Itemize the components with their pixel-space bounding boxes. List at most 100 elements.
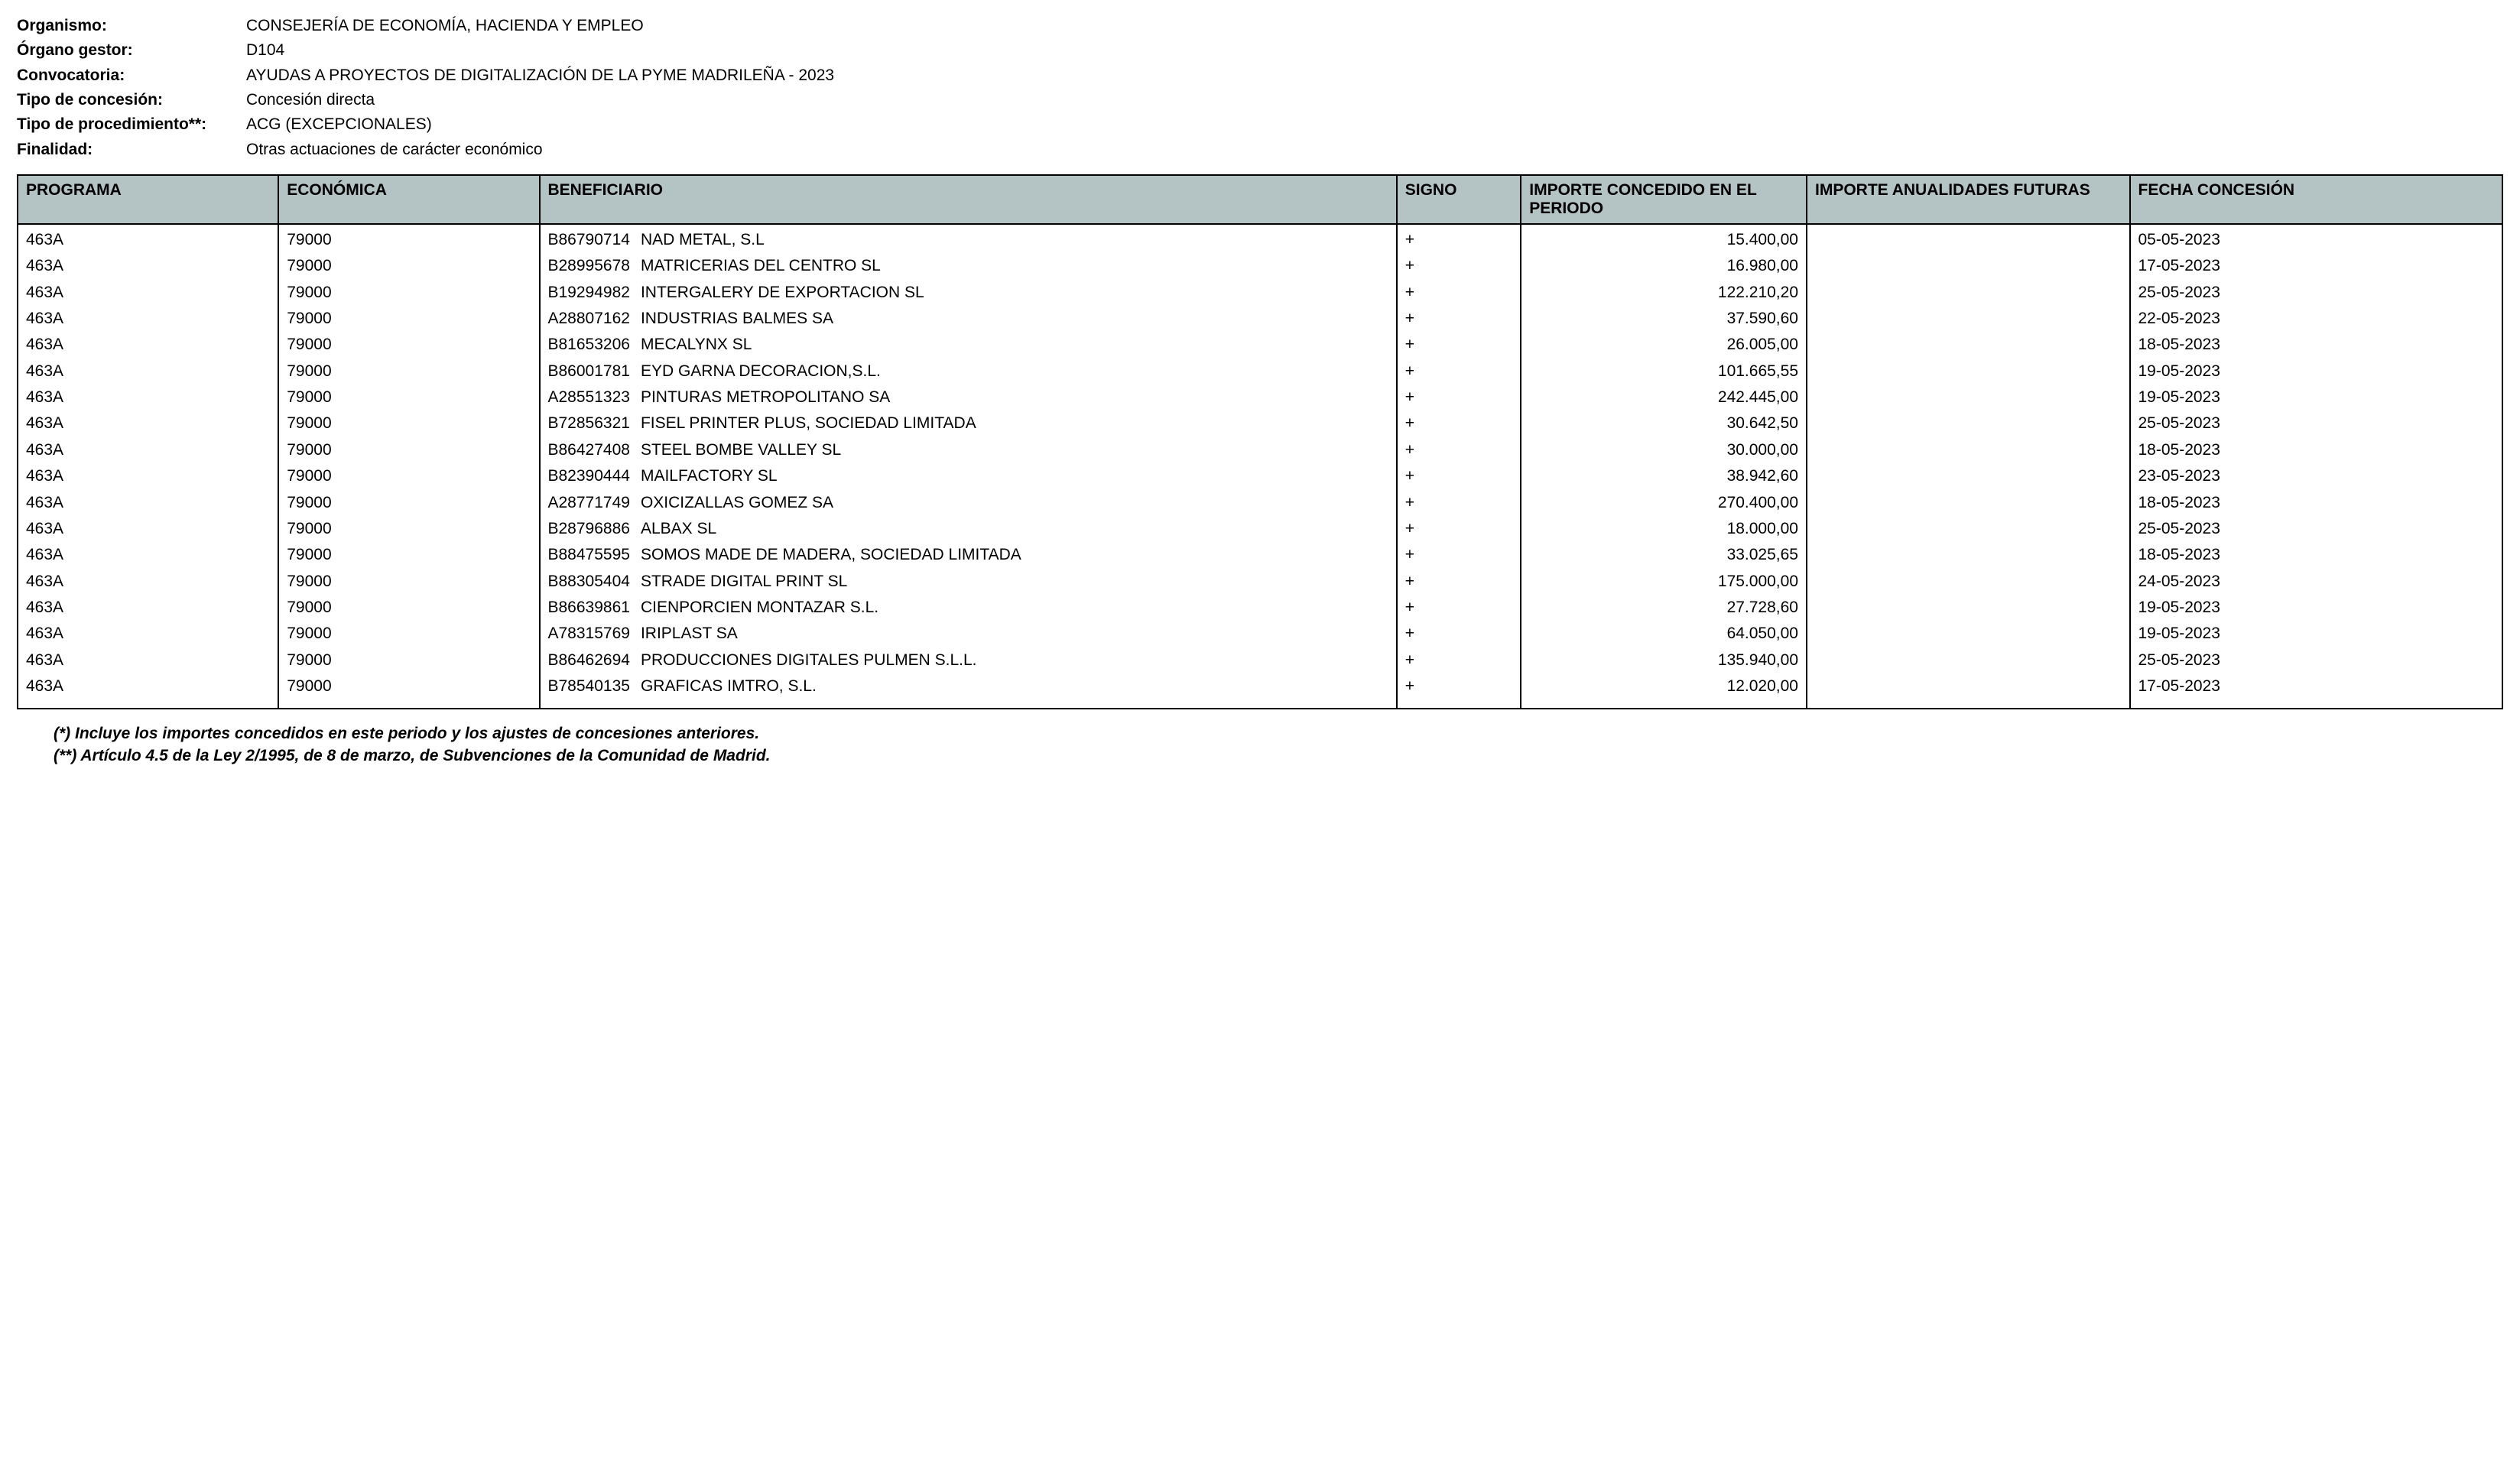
cell-signo: +: [1397, 224, 1521, 253]
cell-beneficiario: B78540135 GRAFICAS IMTRO, S.L.: [540, 673, 1397, 709]
cell-programa: 463A: [18, 569, 278, 595]
cell-economica: 79000: [278, 516, 539, 542]
cell-nif: B88475595: [548, 546, 630, 563]
cell-nif: B19294982: [548, 284, 630, 301]
cell-importe: 270.400,00: [1521, 490, 1807, 516]
cell-nif: A28807162: [548, 310, 630, 327]
cell-economica: 79000: [278, 385, 539, 411]
cell-importe: 15.400,00: [1521, 224, 1807, 253]
cell-nombre: INTERGALERY DE EXPORTACION SL: [641, 284, 924, 301]
label-convocatoria: Convocatoria:: [17, 65, 246, 86]
concesiones-table: PROGRAMA ECONÓMICA BENEFICIARIO SIGNO IM…: [17, 174, 2503, 709]
cell-economica: 79000: [278, 306, 539, 332]
cell-nif: B81653206: [548, 336, 630, 353]
cell-programa: 463A: [18, 647, 278, 673]
header-row-tipo-procedimiento: Tipo de procedimiento**: ACG (EXCEPCIONA…: [17, 114, 2503, 135]
cell-importe: 33.025,65: [1521, 542, 1807, 568]
cell-nombre: CIENPORCIEN MONTAZAR S.L.: [641, 599, 878, 616]
cell-nombre: MAILFACTORY SL: [641, 467, 778, 485]
cell-fecha: 17-05-2023: [2130, 673, 2503, 709]
header-row-finalidad: Finalidad: Otras actuaciones de carácter…: [17, 139, 2503, 161]
cell-economica: 79000: [278, 463, 539, 489]
cell-nif: A78315769: [548, 625, 630, 642]
cell-nif: B82390444: [548, 467, 630, 485]
cell-beneficiario: A78315769 IRIPLAST SA: [540, 621, 1397, 647]
cell-nombre: ALBAX SL: [641, 520, 716, 537]
table-row: 463A79000A78315769IRIPLAST SA+64.050,001…: [18, 621, 2502, 647]
cell-anualidades: [1807, 542, 2130, 568]
cell-programa: 463A: [18, 411, 278, 436]
cell-beneficiario: B86427408STEEL BOMBE VALLEY SL: [540, 437, 1397, 463]
value-tipo-procedimiento: ACG (EXCEPCIONALES): [246, 114, 2503, 135]
cell-nombre: GRAFICAS IMTRO, S.L.: [641, 677, 817, 695]
cell-programa: 463A: [18, 306, 278, 332]
cell-economica: 79000: [278, 332, 539, 358]
th-importe-periodo: IMPORTE CONCEDIDO EN EL PERIODO: [1521, 175, 1807, 224]
header-row-organismo: Organismo: CONSEJERÍA DE ECONOMÍA, HACIE…: [17, 15, 2503, 37]
cell-economica: 79000: [278, 490, 539, 516]
table-row: 463A79000B86790714NAD METAL, S.L+15.400,…: [18, 224, 2502, 253]
cell-nombre: MATRICERIAS DEL CENTRO SL: [641, 257, 881, 274]
cell-nif: B72856321: [548, 414, 630, 432]
cell-importe: 30.642,50: [1521, 411, 1807, 436]
footnote-2: (**) Artículo 4.5 de la Ley 2/1995, de 8…: [54, 745, 2503, 767]
value-organismo: CONSEJERÍA DE ECONOMÍA, HACIENDA Y EMPLE…: [246, 15, 2503, 37]
label-finalidad: Finalidad:: [17, 139, 246, 161]
cell-beneficiario: B81653206 MECALYNX SL: [540, 332, 1397, 358]
document-header: Organismo: CONSEJERÍA DE ECONOMÍA, HACIE…: [17, 15, 2503, 161]
cell-fecha: 17-05-2023: [2130, 253, 2503, 279]
cell-economica: 79000: [278, 569, 539, 595]
cell-economica: 79000: [278, 621, 539, 647]
cell-signo: +: [1397, 463, 1521, 489]
cell-importe: 27.728,60: [1521, 595, 1807, 621]
table-row: 463A79000B28995678MATRICERIAS DEL CENTRO…: [18, 253, 2502, 279]
table-row: 463A79000B78540135GRAFICAS IMTRO, S.L.+1…: [18, 673, 2502, 709]
header-row-convocatoria: Convocatoria: AYUDAS A PROYECTOS DE DIGI…: [17, 65, 2503, 86]
cell-nif: B78540135: [548, 677, 630, 695]
cell-fecha: 19-05-2023: [2130, 621, 2503, 647]
cell-nombre: PINTURAS METROPOLITANO SA: [641, 388, 890, 406]
cell-programa: 463A: [18, 385, 278, 411]
cell-signo: +: [1397, 542, 1521, 568]
cell-economica: 79000: [278, 359, 539, 385]
cell-anualidades: [1807, 332, 2130, 358]
cell-signo: +: [1397, 359, 1521, 385]
cell-nombre: IRIPLAST SA: [641, 625, 738, 642]
table-row: 463A79000B86462694PRODUCCIONES DIGITALES…: [18, 647, 2502, 673]
cell-fecha: 25-05-2023: [2130, 647, 2503, 673]
cell-programa: 463A: [18, 542, 278, 568]
value-organo-gestor: D104: [246, 40, 2503, 61]
cell-anualidades: [1807, 224, 2130, 253]
cell-nif: B86639861: [548, 599, 630, 616]
cell-importe: 101.665,55: [1521, 359, 1807, 385]
cell-signo: +: [1397, 306, 1521, 332]
cell-signo: +: [1397, 411, 1521, 436]
cell-fecha: 18-05-2023: [2130, 542, 2503, 568]
cell-economica: 79000: [278, 253, 539, 279]
cell-fecha: 18-05-2023: [2130, 332, 2503, 358]
table-row: 463A79000B88475595SOMOS MADE DE MADERA, …: [18, 542, 2502, 568]
cell-fecha: 25-05-2023: [2130, 280, 2503, 306]
cell-anualidades: [1807, 359, 2130, 385]
cell-fecha: 18-05-2023: [2130, 490, 2503, 516]
cell-nombre: MECALYNX SL: [641, 336, 752, 353]
cell-nif: B28796886: [548, 520, 630, 537]
cell-beneficiario: B86001781EYD GARNA DECORACION,S.L.: [540, 359, 1397, 385]
cell-signo: +: [1397, 673, 1521, 709]
cell-importe: 242.445,00: [1521, 385, 1807, 411]
value-tipo-concesion: Concesión directa: [246, 89, 2503, 111]
cell-nombre: PRODUCCIONES DIGITALES PULMEN S.L.L.: [641, 651, 977, 669]
cell-programa: 463A: [18, 224, 278, 253]
cell-nombre: FISEL PRINTER PLUS, SOCIEDAD LIMITADA: [641, 414, 976, 432]
cell-signo: +: [1397, 490, 1521, 516]
cell-beneficiario: B28995678MATRICERIAS DEL CENTRO SL: [540, 253, 1397, 279]
cell-nombre: STRADE DIGITAL PRINT SL: [641, 573, 847, 590]
cell-nif: B86427408: [548, 441, 630, 459]
cell-economica: 79000: [278, 647, 539, 673]
value-convocatoria: AYUDAS A PROYECTOS DE DIGITALIZACIÓN DE …: [246, 65, 2503, 86]
table-row: 463A79000A28807162INDUSTRIAS BALMES SA+3…: [18, 306, 2502, 332]
cell-importe: 122.210,20: [1521, 280, 1807, 306]
cell-signo: +: [1397, 595, 1521, 621]
cell-importe: 175.000,00: [1521, 569, 1807, 595]
cell-beneficiario: B86790714NAD METAL, S.L: [540, 224, 1397, 253]
